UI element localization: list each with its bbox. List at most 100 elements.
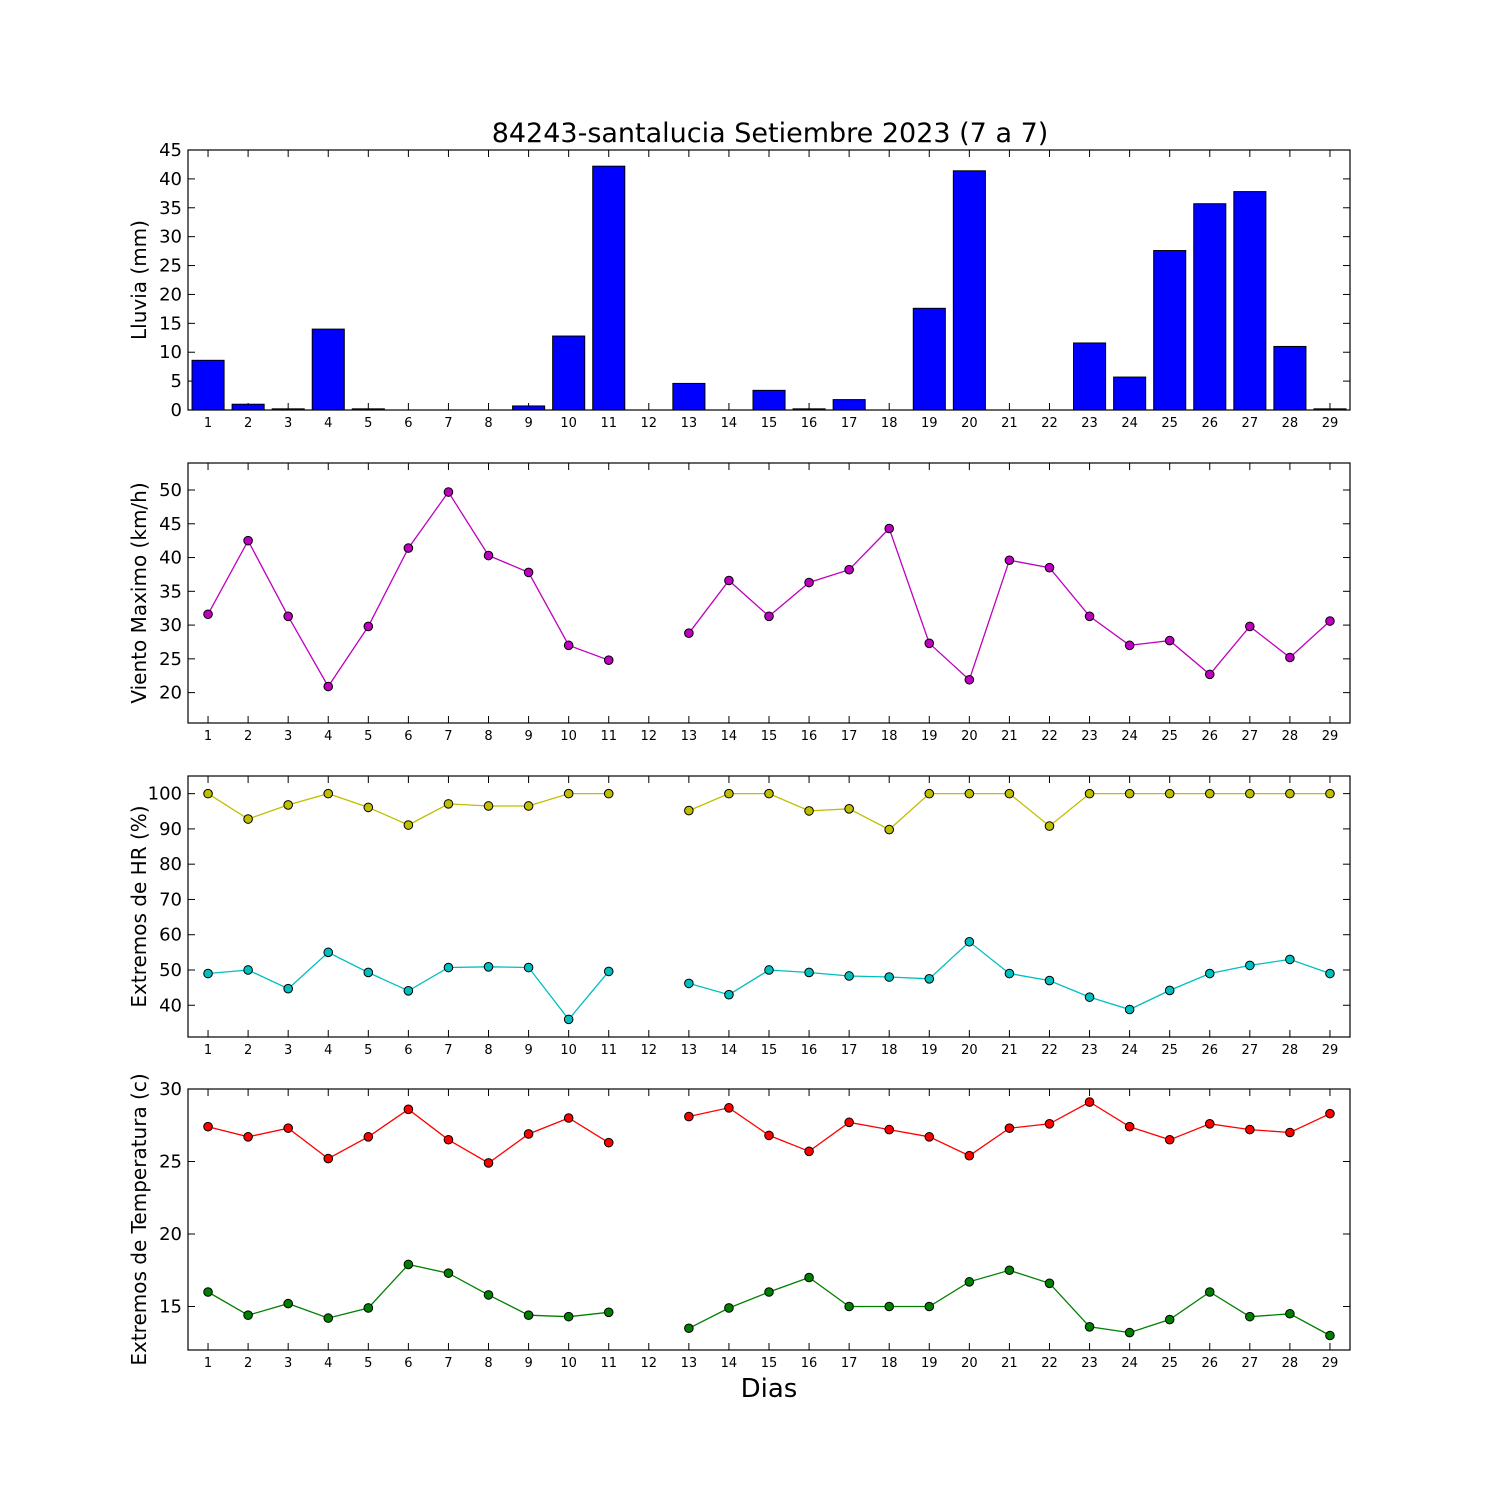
wind-series-0-point bbox=[523, 567, 534, 578]
temperature-series-0-point bbox=[563, 1113, 574, 1123]
wind-series-0-point bbox=[1325, 616, 1335, 626]
temperature-series-1-point bbox=[1204, 1287, 1215, 1297]
y-tick-label: 40 bbox=[159, 548, 182, 569]
x-tick-label: 12 bbox=[641, 729, 658, 744]
x-tick-label: 11 bbox=[600, 1356, 617, 1371]
temperature-series-1-point bbox=[283, 1298, 293, 1309]
x-tick-label: 28 bbox=[1282, 1043, 1299, 1058]
humidity-series-1-point bbox=[964, 936, 975, 947]
x-tick-label: 7 bbox=[444, 1043, 452, 1058]
x-tick-label: 15 bbox=[761, 729, 778, 744]
x-tick-label: 14 bbox=[721, 1356, 738, 1371]
temperature-series-0-point bbox=[1325, 1108, 1335, 1119]
humidity-series-0-point bbox=[403, 820, 414, 830]
rain-bar bbox=[1153, 250, 1187, 411]
temperature-series-1-line bbox=[207, 1263, 609, 1319]
x-axis-label: Dias bbox=[741, 1374, 798, 1404]
temperature-series-1-point bbox=[1285, 1308, 1295, 1319]
humidity-series-1-point bbox=[1204, 968, 1215, 979]
temperature-series-0-point bbox=[523, 1129, 534, 1139]
rain-bar bbox=[912, 307, 946, 411]
x-tick-label: 22 bbox=[1041, 416, 1058, 431]
humidity-series-1-point bbox=[924, 974, 935, 984]
temperature-series-1-point bbox=[243, 1310, 253, 1320]
x-tick-label: 29 bbox=[1322, 729, 1339, 744]
x-tick-label: 16 bbox=[801, 1043, 818, 1058]
humidity-series-0-point bbox=[243, 814, 253, 824]
humidity-axes-frame bbox=[187, 775, 1351, 1038]
humidity-series-1-point bbox=[403, 985, 414, 996]
humidity-series-1-point bbox=[483, 962, 494, 972]
humidity-series-1-point bbox=[844, 971, 854, 981]
temperature-series-1-point bbox=[323, 1313, 334, 1323]
temperature-series-1-point bbox=[443, 1268, 454, 1278]
humidity-series-0-point bbox=[1245, 788, 1255, 799]
y-tick-label: 0 bbox=[171, 400, 182, 421]
temperature-series-0-point bbox=[1004, 1123, 1015, 1133]
x-tick-label: 22 bbox=[1041, 1356, 1058, 1371]
x-tick-label: 2 bbox=[244, 1043, 252, 1058]
x-tick-label: 21 bbox=[1001, 1043, 1018, 1058]
temperature-series-0-point bbox=[243, 1132, 253, 1142]
x-tick-label: 1 bbox=[204, 416, 212, 431]
humidity-series-0-point bbox=[804, 806, 814, 816]
wind-axes-frame bbox=[187, 462, 1351, 724]
rain-bar bbox=[1233, 191, 1267, 411]
rain-bar bbox=[512, 405, 546, 411]
rain-bar bbox=[752, 389, 786, 411]
x-tick-label: 28 bbox=[1282, 416, 1299, 431]
humidity-series-0-point bbox=[1325, 788, 1335, 799]
x-tick-label: 7 bbox=[444, 1356, 452, 1371]
y-tick-label: 40 bbox=[159, 169, 182, 190]
x-tick-label: 17 bbox=[841, 729, 858, 744]
x-tick-label: 25 bbox=[1161, 1043, 1178, 1058]
y-tick-label: 30 bbox=[159, 1079, 182, 1100]
y-tick-label: 35 bbox=[159, 581, 182, 602]
x-tick-label: 27 bbox=[1242, 1043, 1259, 1058]
x-tick-label: 26 bbox=[1201, 1356, 1218, 1371]
y-tick-label: 15 bbox=[159, 1297, 182, 1318]
x-tick-label: 14 bbox=[721, 729, 738, 744]
rain-bar bbox=[311, 328, 345, 411]
humidity-series-0-point bbox=[563, 788, 574, 799]
humidity-series-1-point bbox=[764, 965, 774, 975]
x-tick-label: 15 bbox=[761, 1356, 778, 1371]
rain-bar bbox=[1273, 345, 1307, 411]
humidity-series-0-point bbox=[1164, 788, 1175, 799]
temperature-series-0-point bbox=[764, 1130, 774, 1141]
x-tick-label: 2 bbox=[244, 1356, 252, 1371]
wind-series-0-point bbox=[924, 638, 935, 649]
rain-bar bbox=[792, 408, 826, 411]
humidity-series-0-point bbox=[684, 805, 694, 816]
x-tick-label: 26 bbox=[1201, 416, 1218, 431]
humidity-series-0-point bbox=[443, 799, 454, 809]
x-tick-label: 6 bbox=[404, 729, 412, 744]
humidity-series-1-point bbox=[603, 966, 614, 977]
x-tick-label: 1 bbox=[204, 1356, 212, 1371]
y-tick-label: 20 bbox=[159, 683, 182, 704]
humidity-series-1-point bbox=[884, 972, 895, 982]
humidity-series-1-point bbox=[563, 1014, 574, 1025]
rain-bar bbox=[952, 170, 986, 411]
x-tick-label: 7 bbox=[444, 729, 452, 744]
x-tick-label: 29 bbox=[1322, 416, 1339, 431]
x-tick-label: 16 bbox=[801, 729, 818, 744]
y-tick-label: 15 bbox=[159, 313, 182, 334]
x-tick-label: 14 bbox=[721, 1043, 738, 1058]
wind-series-0-point bbox=[1285, 652, 1295, 663]
temperature-series-1-point bbox=[844, 1301, 854, 1312]
temperature-series-0-point bbox=[363, 1132, 374, 1142]
temperature-series-0-point bbox=[323, 1153, 334, 1164]
x-tick-label: 26 bbox=[1201, 1043, 1218, 1058]
x-tick-label: 23 bbox=[1081, 1356, 1098, 1371]
humidity-series-1-point bbox=[443, 962, 454, 973]
x-tick-label: 5 bbox=[364, 729, 372, 744]
wind-series-0-point bbox=[804, 577, 814, 588]
humidity-series-1-point bbox=[724, 989, 734, 1000]
temperature-series-1-point bbox=[1164, 1314, 1175, 1325]
x-tick-label: 28 bbox=[1282, 1356, 1299, 1371]
temperature-series-1-point bbox=[724, 1303, 734, 1313]
y-tick-label: 10 bbox=[159, 342, 182, 363]
x-tick-label: 22 bbox=[1041, 729, 1058, 744]
